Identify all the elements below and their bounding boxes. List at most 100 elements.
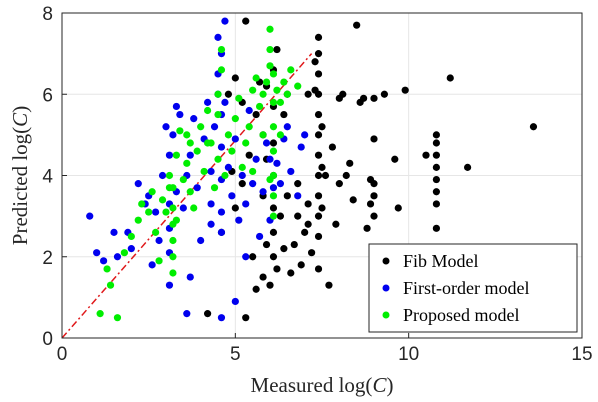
data-point [221,171,229,180]
data-point [148,188,156,196]
data-point [186,139,194,147]
data-point [432,131,440,139]
data-point [432,163,440,171]
data-point [432,188,440,196]
data-point [242,200,250,208]
x-tick-label: 10 [398,344,419,365]
y-tick-label: 2 [42,248,53,269]
data-point [148,261,156,269]
data-point [169,253,177,261]
data-point [311,58,319,66]
data-point [432,175,440,184]
data-point [314,33,323,41]
data-point [204,310,212,318]
data-point [269,147,278,155]
data-point [335,180,343,188]
legend-marker-fib [382,257,390,265]
data-point [363,224,371,232]
data-point [214,110,222,119]
data-point [432,151,440,159]
data-point [432,139,440,147]
data-point [106,281,115,289]
data-point [314,50,323,58]
data-point [294,192,302,200]
x-tick-label: 0 [57,344,68,365]
data-point [256,102,264,111]
data-point [242,139,250,147]
data-point [217,314,226,322]
data-point [370,192,378,200]
data-point [176,110,184,119]
data-point [217,208,226,216]
data-point [207,200,215,208]
data-point [280,110,288,119]
data-point [103,265,111,273]
data-point [165,171,174,180]
data-point [366,200,375,208]
data-point [169,269,177,277]
data-point [169,236,177,245]
data-point [318,204,326,212]
data-point [262,240,271,249]
data-point [186,188,194,196]
data-point [422,151,430,159]
data-point [370,94,378,102]
data-point [217,228,226,236]
data-point [269,184,278,192]
data-point [93,249,101,257]
data-point [249,180,257,188]
data-point [214,155,222,163]
data-point [360,94,368,102]
y-tick-label: 6 [42,85,53,106]
legend: Fib Model First-order model Proposed mod… [368,243,578,333]
data-points [86,17,538,322]
data-point [252,155,260,163]
data-point [287,66,295,74]
data-point [314,232,323,241]
data-point [252,285,260,293]
reference-line [61,53,313,339]
data-point [273,45,281,54]
data-point [380,90,388,98]
data-point [134,180,142,188]
data-point [224,163,232,171]
data-point [169,131,177,139]
data-point [280,78,288,86]
data-point [269,70,278,78]
data-point [262,139,271,147]
y-tick-label: 0 [42,329,53,350]
data-point [238,180,246,188]
data-point [186,151,194,159]
data-point [224,90,232,98]
data-point [231,135,239,143]
data-point [172,151,180,159]
data-point [269,204,278,212]
data-point [259,90,267,98]
x-tick-labels: 0 5 10 15 [57,333,593,365]
data-point [269,139,278,147]
data-point [370,212,378,220]
data-point [183,310,191,318]
data-point [432,200,440,208]
data-point [276,131,284,139]
data-point [294,180,302,188]
data-point [235,94,243,102]
data-point [318,123,326,131]
legend-label-proposed: Proposed model [403,305,520,325]
data-point [96,310,104,318]
data-point [301,228,309,236]
data-point [304,90,312,98]
data-point [269,253,278,261]
data-point [294,212,302,220]
data-point [183,159,191,167]
data-point [269,228,278,236]
data-point [113,253,122,261]
data-point [276,212,284,220]
data-point [155,257,163,265]
data-point [308,249,316,257]
legend-box [368,243,578,333]
data-point [266,25,274,33]
legend-item-proposed: Proposed model [382,305,520,325]
legend-label-fib: Fib Model [403,251,479,271]
